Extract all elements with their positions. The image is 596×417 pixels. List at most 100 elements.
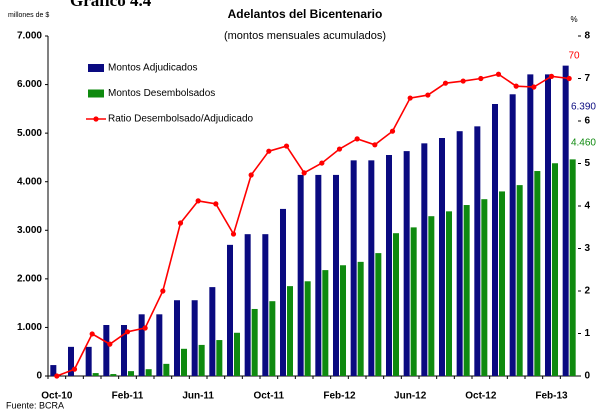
- bar: [322, 270, 329, 376]
- bar: [410, 227, 417, 376]
- bar: [534, 171, 541, 376]
- x-tick-label: Feb-11: [112, 391, 144, 402]
- bar: [474, 126, 481, 376]
- bar: [226, 244, 233, 376]
- bar: [569, 159, 576, 376]
- bar: [385, 155, 392, 376]
- bar: [527, 74, 534, 376]
- bar: [269, 301, 276, 376]
- bar: [350, 160, 357, 376]
- ratio-point: [425, 92, 431, 98]
- bar: [85, 346, 92, 376]
- bar: [191, 300, 198, 376]
- ratio-point: [230, 231, 237, 237]
- bar: [50, 365, 57, 376]
- bar: [552, 163, 559, 376]
- bar: [181, 348, 188, 376]
- bar: [128, 371, 135, 376]
- y-tick-label: 0: [36, 371, 42, 382]
- legend-label: Ratio Desembolsado/Adjudicado: [108, 114, 254, 125]
- x-tick-label: Feb-12: [323, 391, 356, 402]
- ratio-point: [319, 160, 325, 166]
- ratio-point: [548, 73, 555, 79]
- bar: [209, 287, 216, 376]
- bar: [509, 94, 516, 377]
- bar: [403, 151, 410, 376]
- ratio-point: [513, 83, 519, 89]
- bar: [393, 233, 400, 376]
- y2-tick-label: 2: [584, 286, 590, 297]
- ratio-point: [442, 80, 449, 86]
- ratio-point: [248, 172, 254, 178]
- y2-tick-label: 1: [584, 328, 590, 339]
- bar: [544, 74, 551, 376]
- ratio-point: [301, 170, 307, 176]
- ratio-point: [566, 75, 572, 82]
- y-tick-label: 4.000: [17, 176, 42, 187]
- legend-swatch: [88, 89, 104, 98]
- bar: [357, 261, 364, 376]
- y-tick-label: 7.000: [17, 31, 42, 42]
- y2-tick-label: 7: [584, 73, 590, 84]
- bar: [446, 211, 453, 376]
- heading: Gráfico 4.4: [70, 0, 152, 10]
- bar: [103, 325, 110, 376]
- bar: [421, 143, 428, 376]
- y-tick-label: 3.000: [17, 225, 42, 236]
- bar: [491, 104, 498, 376]
- bar: [340, 265, 347, 376]
- y-axis-label: millones de $: [8, 12, 49, 19]
- legend-swatch: [88, 64, 104, 72]
- bar: [499, 191, 506, 376]
- bar: [438, 138, 445, 376]
- ratio-point: [372, 142, 378, 148]
- bar: [120, 325, 127, 376]
- ratio-point: [389, 128, 396, 134]
- ratio-point: [71, 366, 78, 372]
- chart-subtitle: (montos mensuales acumulados): [224, 30, 386, 42]
- ratio-point: [195, 198, 201, 204]
- bar: [332, 174, 339, 376]
- legend-label: Montos Adjudicados: [108, 63, 198, 74]
- bar: [297, 174, 304, 376]
- bar: [262, 234, 269, 376]
- bar: [375, 253, 382, 376]
- legend-swatch: [93, 116, 99, 122]
- source: Fuente: BCRA: [6, 400, 64, 410]
- bar: [304, 281, 311, 376]
- chart-title: Adelantos del Bicentenario: [228, 7, 383, 21]
- ratio-point: [54, 373, 60, 379]
- ratio-point: [336, 146, 343, 152]
- y2-tick-label: 8: [584, 31, 590, 42]
- bar: [315, 174, 322, 376]
- bar: [216, 340, 223, 376]
- ratio-point: [354, 136, 360, 142]
- bar: [562, 65, 569, 376]
- bar: [234, 332, 241, 376]
- bar: [67, 346, 74, 376]
- ratio-point: [177, 220, 184, 226]
- bar: [156, 314, 163, 376]
- ratio-point: [213, 201, 219, 207]
- ratio-point: [531, 84, 537, 90]
- x-tick-label: Oct-12: [465, 391, 497, 402]
- y-tick-label: 2.000: [17, 273, 42, 284]
- bar: [92, 373, 99, 376]
- legend-label: Montos Desembolsados: [108, 88, 215, 99]
- bar: [110, 374, 117, 376]
- ratio-point: [478, 75, 484, 82]
- y2-tick-label: 0: [584, 371, 590, 382]
- y2-tick-label: 3: [584, 243, 590, 254]
- x-tick-label: Feb-13: [535, 391, 568, 402]
- bar: [173, 300, 180, 376]
- y2-tick-label: 4: [584, 201, 590, 212]
- ratio-point: [107, 341, 113, 347]
- y-tick-label: 1.000: [17, 322, 42, 333]
- y-tick-label: 6.000: [17, 79, 42, 90]
- x-tick-label: Oct-11: [254, 391, 285, 402]
- y2-tick-label: 6: [584, 116, 590, 127]
- value-label: 6.390: [571, 102, 596, 113]
- bar: [428, 216, 435, 376]
- bar: [279, 208, 286, 376]
- ratio-line: [56, 73, 570, 377]
